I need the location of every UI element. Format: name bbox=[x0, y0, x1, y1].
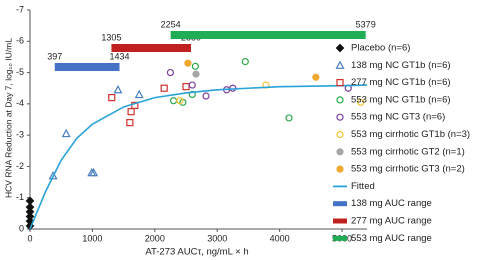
data-point bbox=[89, 167, 99, 177]
legend-label: 277 mg NC GT1b (n=6) bbox=[351, 77, 451, 88]
x-tick-label: 2000 bbox=[145, 233, 165, 243]
data-point bbox=[127, 108, 135, 116]
legend-swatch bbox=[335, 60, 345, 69]
legend-label: 553 mg cirrhotic GT2 (n=1) bbox=[351, 146, 465, 157]
data-point bbox=[134, 89, 144, 99]
x-tick-label: 3000 bbox=[207, 233, 227, 243]
legend-label: 277 mg AUC range bbox=[351, 216, 432, 227]
data-point bbox=[192, 70, 200, 78]
data-point bbox=[61, 128, 71, 138]
fitted-line bbox=[29, 84, 368, 230]
y-tick-label: -1 bbox=[16, 192, 24, 202]
data-point bbox=[113, 85, 123, 94]
range-start-label: 397 bbox=[47, 51, 62, 61]
range-bar bbox=[111, 44, 192, 52]
data-point bbox=[25, 196, 35, 206]
data-point bbox=[25, 202, 35, 212]
data-point bbox=[48, 171, 58, 180]
legend-label: 553 mg NC GT1b (n=6) bbox=[351, 94, 451, 105]
data-point bbox=[184, 59, 192, 67]
y-tick-label: -3 bbox=[16, 130, 24, 140]
data-point bbox=[182, 83, 190, 91]
legend-swatch bbox=[336, 130, 344, 139]
data-point bbox=[131, 101, 139, 110]
data-point bbox=[285, 114, 293, 122]
legend-label: 138 mg AUC range bbox=[351, 198, 432, 209]
data-point bbox=[25, 212, 35, 221]
data-point bbox=[169, 97, 178, 105]
y-axis-label: HCV RNA Reduction at Day 7, log₁₀ IU/mL bbox=[3, 38, 13, 198]
y-tick-label: 0 bbox=[19, 223, 24, 233]
y-tick-label: -4 bbox=[16, 98, 24, 108]
legend-label: 553 mg cirrhotic GT3 (n=2) bbox=[351, 164, 465, 175]
range-start-label: 2254 bbox=[161, 19, 181, 29]
legend-label: 553 mg NC GT3 (n=6) bbox=[351, 112, 445, 123]
data-point bbox=[188, 81, 196, 89]
x-tick-label: 4000 bbox=[270, 233, 290, 243]
x-tick-label: 1000 bbox=[82, 233, 102, 243]
legend-label: 553 mg cirrhotic GT1b (n=3) bbox=[351, 129, 470, 140]
legend-label: 138 mg NC GT1b (n=6) bbox=[351, 60, 451, 71]
data-point bbox=[312, 73, 320, 81]
y-tick-label: -6 bbox=[16, 36, 24, 46]
y-tick-label: -2 bbox=[16, 161, 24, 171]
data-point bbox=[166, 68, 175, 77]
range-bar bbox=[170, 31, 366, 39]
legend-swatch bbox=[333, 235, 347, 241]
x-axis-label: AT-273 AUCτ, ng/mL × h bbox=[145, 247, 248, 258]
legend-label: Fitted bbox=[351, 181, 375, 192]
legend-label: 553 mg AUC range bbox=[351, 233, 432, 244]
y-tick-label: -7 bbox=[16, 4, 24, 14]
data-point bbox=[241, 58, 249, 66]
range-start-label: 1305 bbox=[101, 32, 121, 42]
data-point bbox=[202, 92, 210, 100]
legend-swatch bbox=[333, 201, 347, 207]
legend-swatch bbox=[336, 148, 344, 156]
data-point bbox=[160, 84, 168, 92]
legend-label: Placebo (n=6) bbox=[351, 43, 410, 54]
data-point bbox=[357, 98, 365, 106]
legend-swatch bbox=[333, 218, 347, 224]
data-point bbox=[191, 62, 199, 70]
y-tick-label: -5 bbox=[16, 67, 24, 77]
data-point bbox=[188, 90, 196, 99]
legend-swatch bbox=[336, 165, 344, 173]
data-point bbox=[126, 119, 134, 127]
x-tick-label: 0 bbox=[27, 233, 32, 243]
data-point bbox=[25, 207, 35, 217]
legend-swatch bbox=[336, 113, 344, 121]
legend-swatch bbox=[336, 78, 344, 87]
range-end-label: 5379 bbox=[356, 19, 376, 29]
range-bar bbox=[54, 63, 120, 71]
range-end-label: 1434 bbox=[109, 51, 129, 61]
data-point bbox=[176, 97, 184, 105]
legend-swatch bbox=[335, 43, 345, 53]
legend-swatch bbox=[336, 96, 344, 104]
data-point bbox=[108, 93, 116, 102]
